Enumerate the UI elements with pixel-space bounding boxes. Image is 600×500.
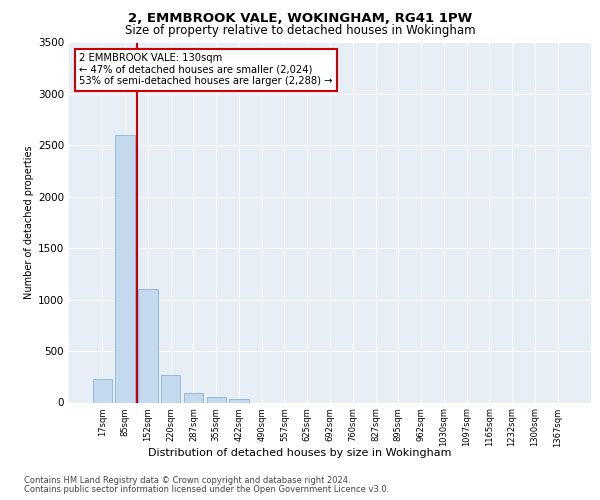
Y-axis label: Number of detached properties: Number of detached properties: [24, 146, 34, 300]
Bar: [184, 393, 203, 402]
Text: 2, EMMBROOK VALE, WOKINGHAM, RG41 1PW: 2, EMMBROOK VALE, WOKINGHAM, RG41 1PW: [128, 12, 472, 26]
Text: Distribution of detached houses by size in Wokingham: Distribution of detached houses by size …: [148, 448, 452, 458]
Bar: [229, 399, 248, 402]
Bar: [206, 398, 226, 402]
Bar: [93, 379, 112, 402]
Text: Size of property relative to detached houses in Wokingham: Size of property relative to detached ho…: [125, 24, 475, 37]
Bar: [115, 135, 135, 402]
Text: Contains public sector information licensed under the Open Government Licence v3: Contains public sector information licen…: [24, 485, 389, 494]
Bar: [138, 290, 158, 403]
Text: 2 EMMBROOK VALE: 130sqm
← 47% of detached houses are smaller (2,024)
53% of semi: 2 EMMBROOK VALE: 130sqm ← 47% of detache…: [79, 54, 333, 86]
Text: Contains HM Land Registry data © Crown copyright and database right 2024.: Contains HM Land Registry data © Crown c…: [24, 476, 350, 485]
Bar: [161, 374, 181, 402]
